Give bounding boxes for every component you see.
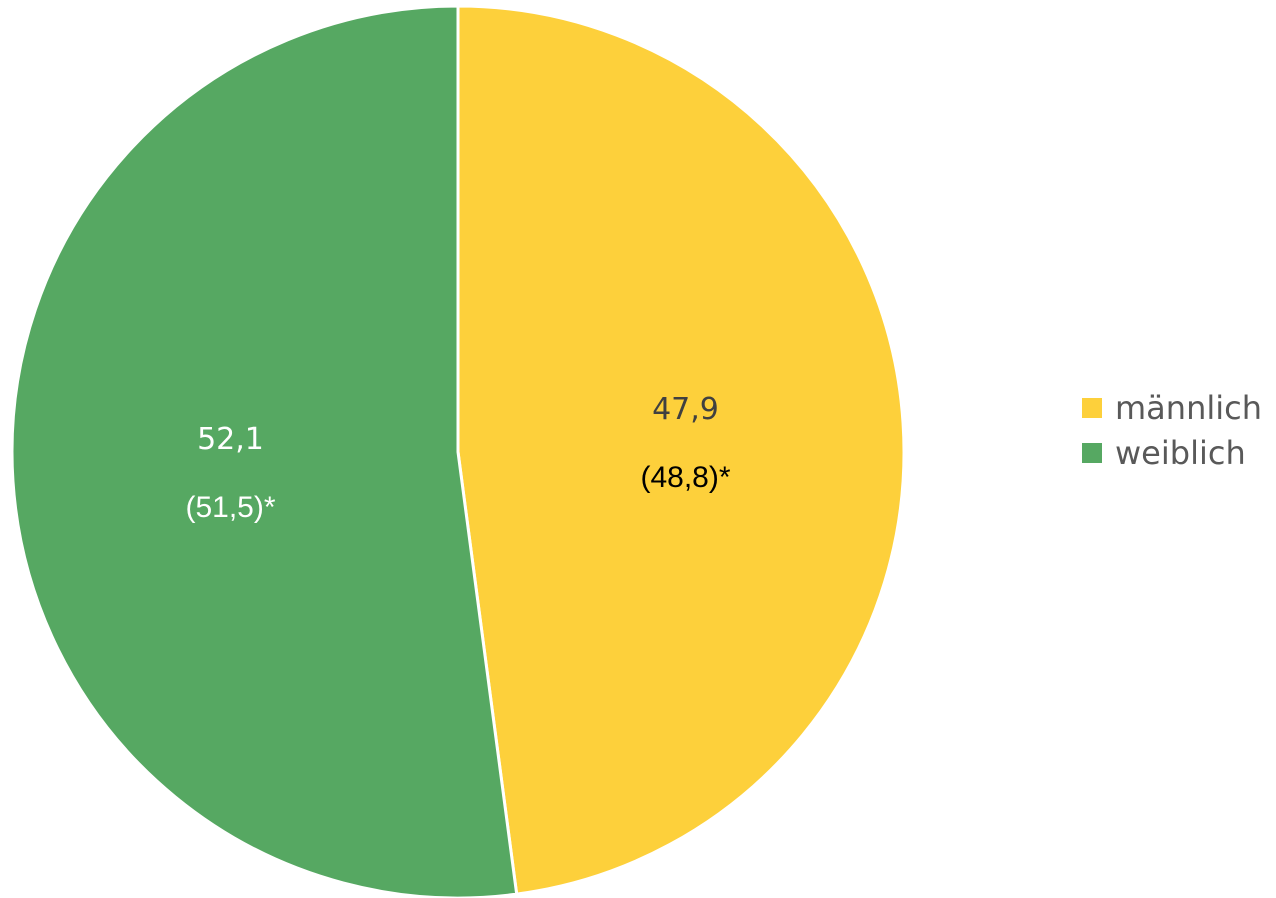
legend-swatch-maennlich: [1082, 398, 1102, 418]
secondary-label-maennlich: (48,8)*: [640, 461, 730, 494]
legend-swatch-weiblich: [1082, 443, 1102, 463]
secondary-label-weiblich: (51,5)*: [185, 491, 275, 524]
legend-label-weiblich: weiblich: [1115, 434, 1246, 472]
legend-item-maennlich: männlich: [1082, 386, 1262, 430]
legend-item-weiblich: weiblich: [1082, 431, 1262, 475]
legend-label-maennlich: männlich: [1115, 389, 1262, 427]
pie-slices: [10, 4, 906, 898]
pie-labels: 47,9 (48,8)* 52,1 (51,5)*: [185, 392, 730, 524]
legend: männlich weiblich: [1082, 386, 1262, 476]
pie-slice-maennlich: [456, 4, 906, 896]
pie-slice-weiblich: [10, 4, 519, 898]
data-label-weiblich: 52,1: [197, 422, 264, 457]
data-label-maennlich: 47,9: [652, 392, 719, 427]
